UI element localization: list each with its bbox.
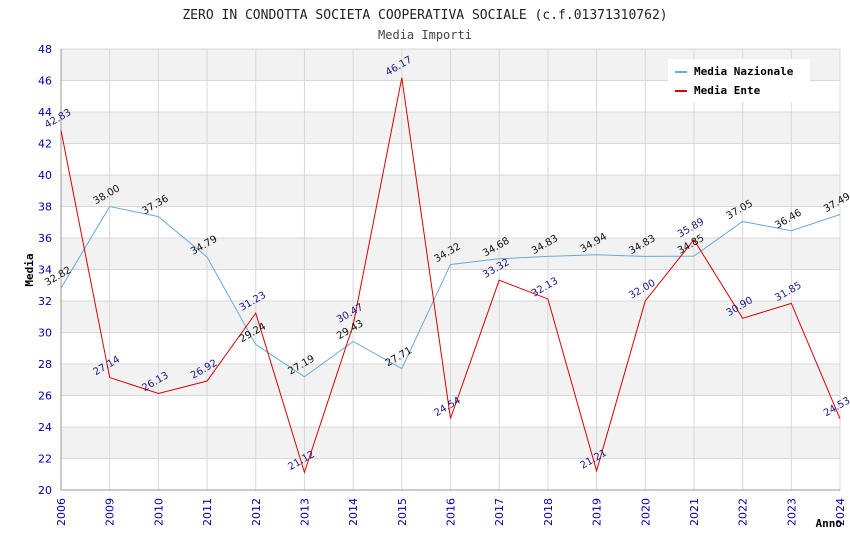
x-tick-label: 2021 [688,498,701,526]
axes [60,49,840,491]
y-tick-label: 30 [38,327,52,340]
x-tick-labels: 2006 2009 2010 2011 2012 2013 2014 2015 2016 2017… [55,498,847,526]
x-tick-label: 2024 [834,498,847,526]
data-label-ente: 32.00 [627,278,657,302]
y-tick-label: 48 [38,43,52,56]
x-tick-label: 2011 [201,498,214,526]
y-tick-label: 28 [38,358,52,371]
x-tick-label: 2006 [55,498,68,526]
y-tick-label: 20 [38,484,52,497]
series-line-ente [60,77,841,475]
y-tick-labels: 20 22 24 26 28 30 32 34 36 38 40 42 44 46 48 [38,43,52,497]
x-tick-label: 2022 [737,498,750,526]
y-tick-label: 38 [38,201,52,214]
legend-label-ente: Media Ente [694,84,761,97]
y-tick-label: 44 [38,106,52,119]
x-tick-label: 2017 [493,498,506,526]
y-tick-label: 24 [38,421,52,434]
y-tick-label: 26 [38,390,52,403]
x-tick-label: 2023 [785,498,798,526]
series-line-nazionale [60,205,841,378]
x-axis-label: Anno [816,517,843,530]
y-tick-label: 34 [38,264,52,277]
data-label-ente: 32.13 [530,276,560,300]
x-tick-label: 2020 [639,498,652,526]
x-tick-label: 2009 [104,498,117,526]
x-tick-label: 2019 [591,498,604,526]
x-tick-label: 2018 [542,498,555,526]
x-tick-label: 2015 [396,498,409,526]
legend: Media Nazionale Media Ente [668,59,810,102]
y-axis-label: Media [23,253,36,286]
y-tick-label: 32 [38,295,52,308]
chart-title: ZERO IN CONDOTTA SOCIETA COOPERATIVA SOC… [182,8,667,23]
x-tick-label: 2013 [298,498,311,526]
legend-box [668,59,810,102]
legend-label-nazionale: Media Nazionale [694,65,794,78]
x-tick-label: 2012 [250,498,263,526]
y-tick-label: 40 [38,169,52,182]
y-tick-label: 46 [38,75,52,88]
x-tick-label: 2010 [152,498,165,526]
chart-subtitle: Media Importi [378,28,472,42]
y-tick-label: 22 [38,453,52,466]
data-label-ente: 31.85 [773,280,803,304]
data-label-ente: 24.53 [822,395,850,419]
x-tick-label: 2014 [347,498,360,526]
series-lines [60,77,841,475]
y-tick-label: 36 [38,232,52,245]
y-tick-label: 42 [38,138,52,151]
x-tick-label: 2016 [445,498,458,526]
